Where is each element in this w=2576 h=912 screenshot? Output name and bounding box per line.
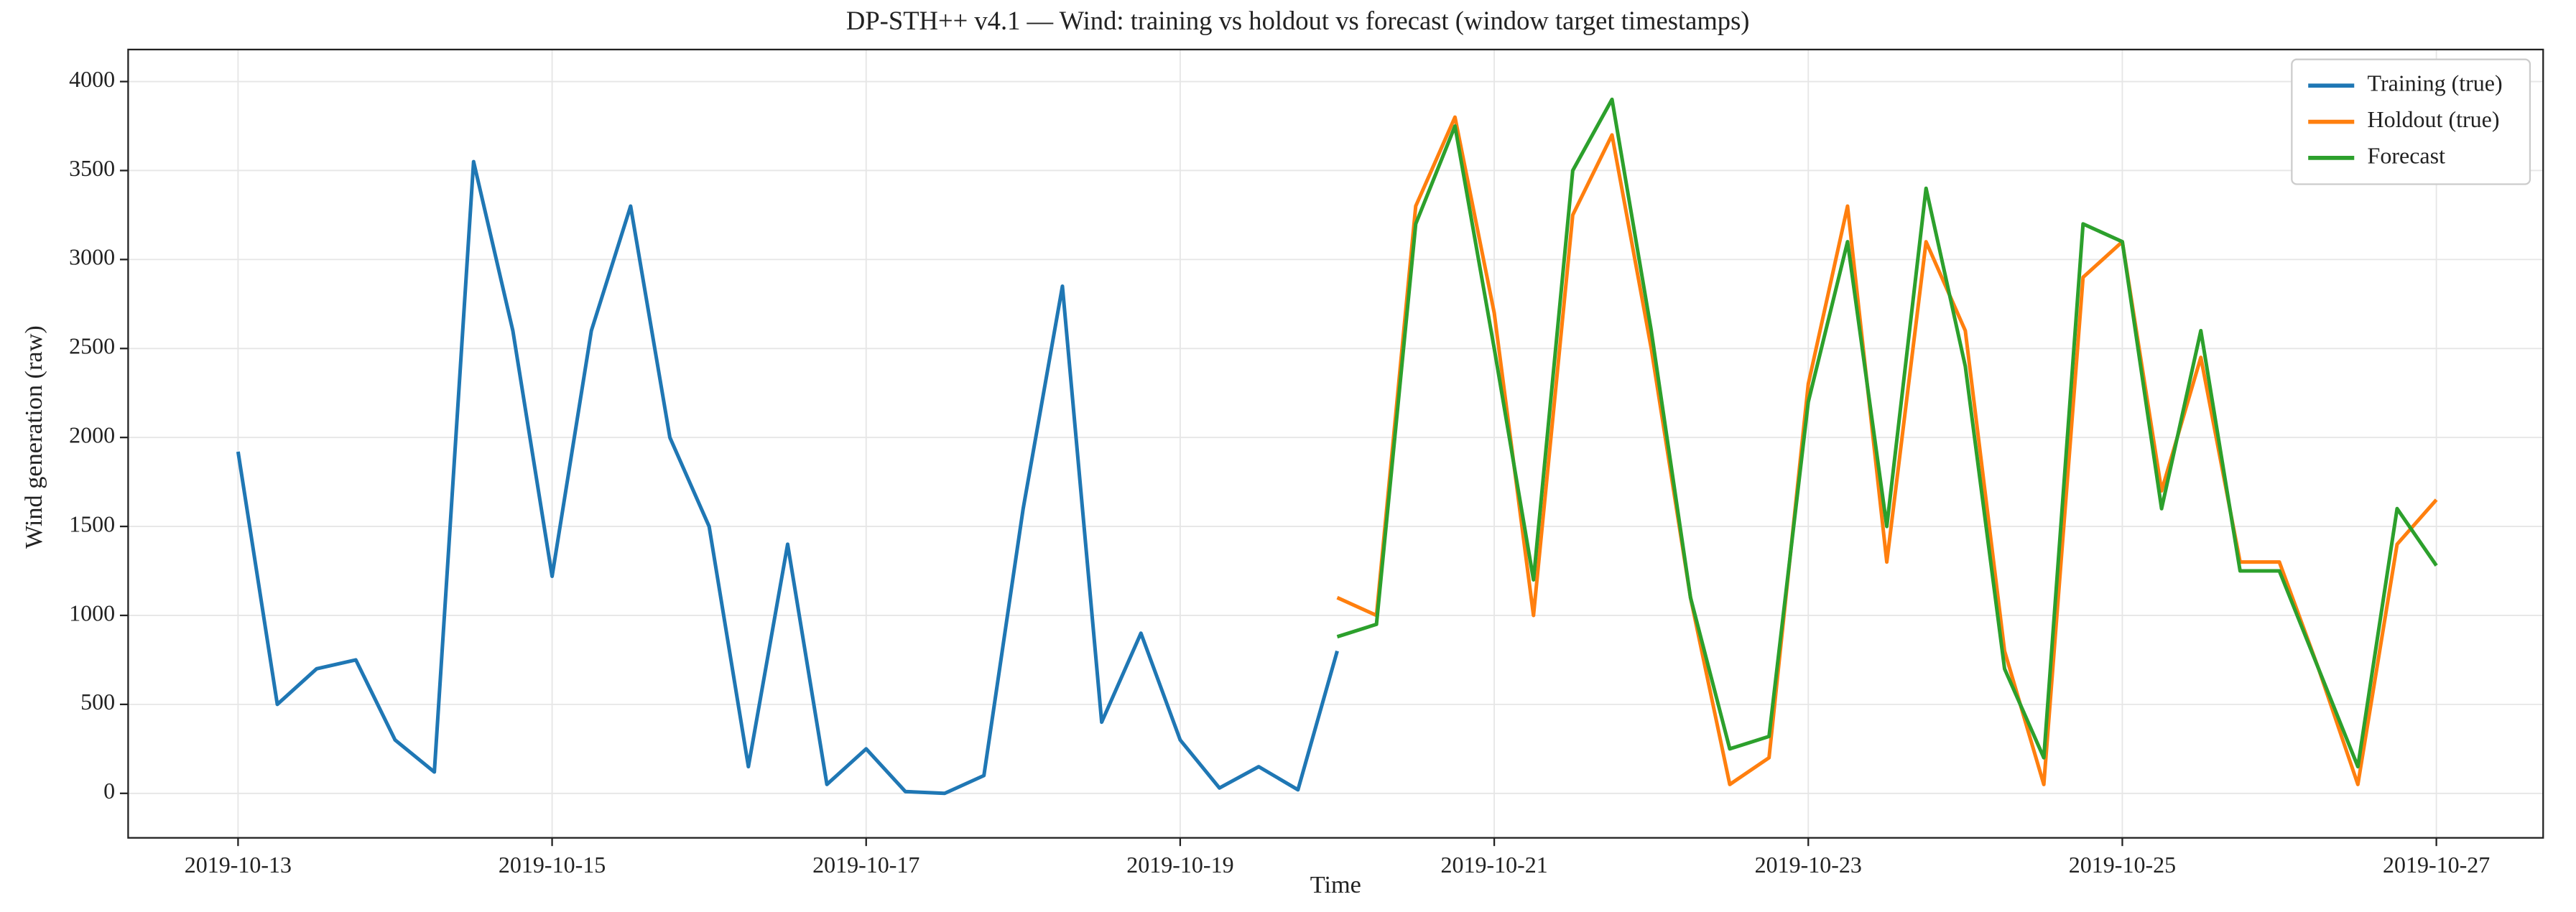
- y-tick-label: 3000: [69, 244, 115, 270]
- legend-label: Forecast: [2368, 142, 2446, 168]
- legend-label: Training (true): [2368, 70, 2503, 96]
- y-tick-label: 1500: [69, 511, 115, 536]
- x-tick-label: 2019-10-15: [499, 852, 606, 878]
- chart-title: DP-STH++ v4.1 — Wind: training vs holdou…: [846, 6, 1750, 35]
- legend-label: Holdout (true): [2368, 106, 2500, 132]
- y-tick-label: 2000: [69, 422, 115, 448]
- y-tick-label: 0: [103, 778, 115, 804]
- legend: Training (true) Holdout (true) Forecast: [2291, 58, 2531, 185]
- x-tick-label: 2019-10-25: [2069, 852, 2176, 878]
- x-tick-label: 2019-10-19: [1126, 852, 1233, 878]
- x-tick-label: 2019-10-23: [1755, 852, 1862, 878]
- series-line: [1336, 115, 2438, 786]
- plot-frame: [127, 48, 2544, 839]
- series-line: [1336, 97, 2438, 769]
- x-tick-label: 2019-10-17: [812, 852, 919, 878]
- y-tick-label: 1000: [69, 600, 115, 625]
- y-axis-label: Wind generation (raw): [20, 325, 47, 549]
- y-tick-label: 3500: [69, 155, 115, 181]
- y-tick-label: 2500: [69, 333, 115, 359]
- y-tick-label: 4000: [69, 66, 115, 92]
- series-line: [236, 159, 1339, 796]
- x-tick-label: 2019-10-13: [185, 852, 292, 878]
- x-axis-label: Time: [1310, 871, 1361, 898]
- x-tick-label: 2019-10-27: [2383, 852, 2490, 878]
- y-tick-label: 500: [80, 689, 115, 715]
- x-tick-label: 2019-10-21: [1440, 852, 1547, 878]
- legend-box: [2291, 58, 2531, 185]
